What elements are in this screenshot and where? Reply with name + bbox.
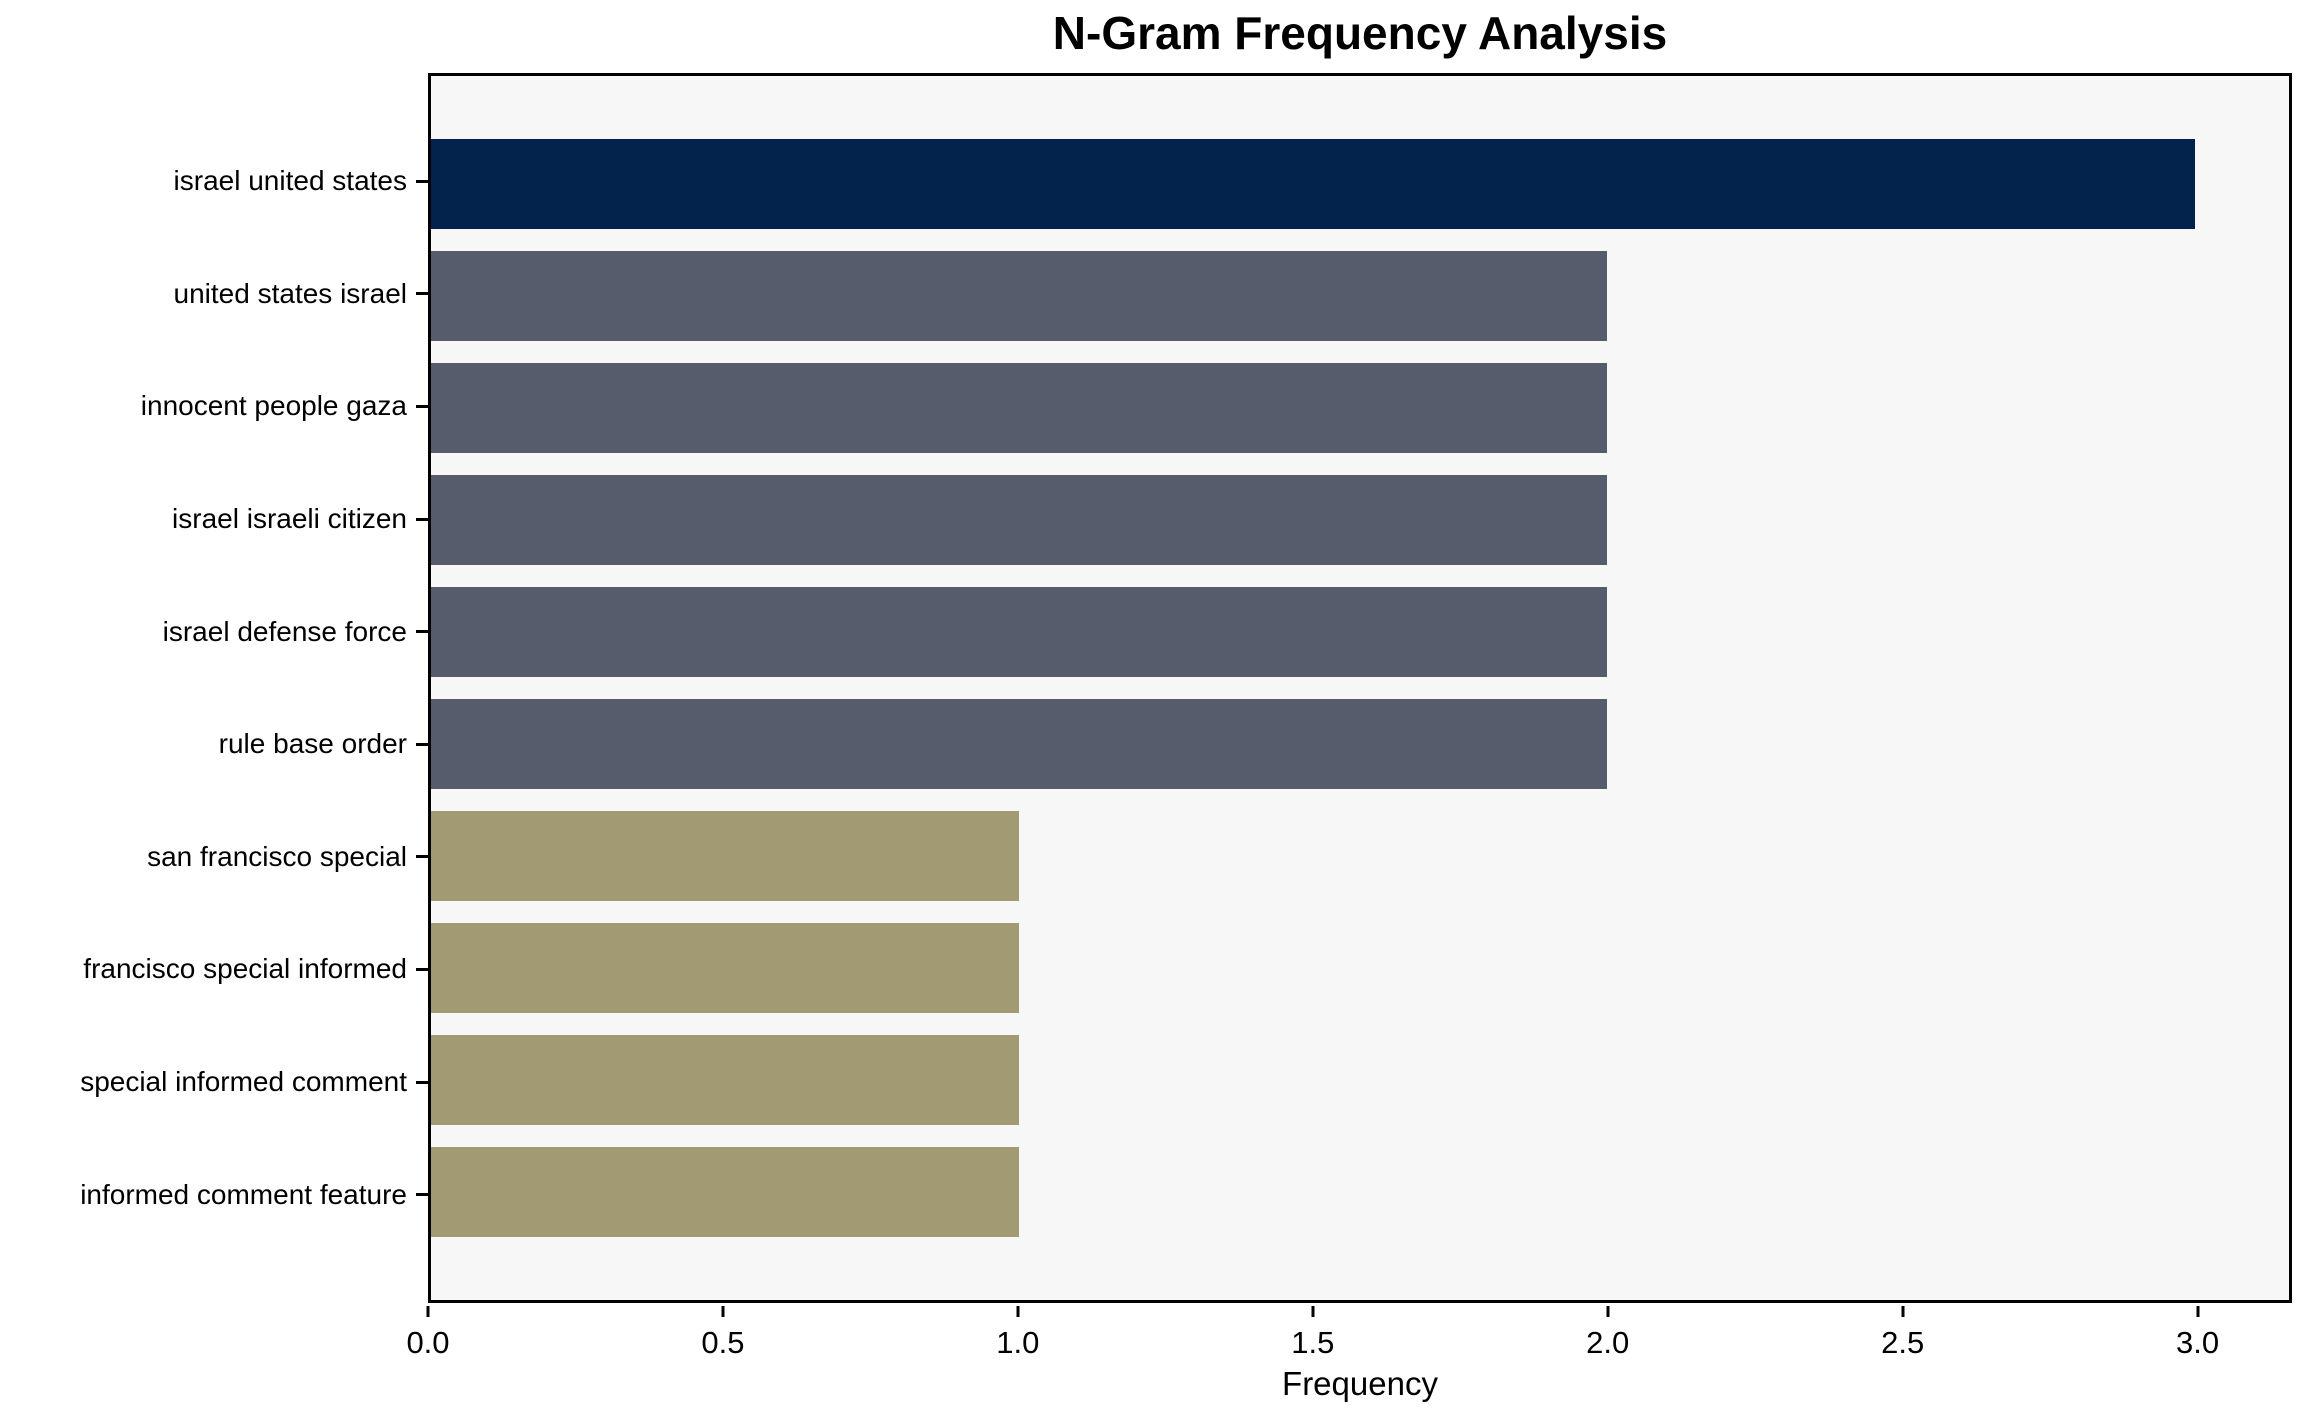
x-axis: 0.0 0.5 1.0 1.5 2.0 2.5 3.0 Frequency xyxy=(406,1303,2292,1413)
y-label-row: special informed comment xyxy=(0,1026,428,1139)
y-label-row: israel united states xyxy=(0,125,428,238)
y-tick-mark xyxy=(416,742,428,746)
y-tick-mark xyxy=(416,967,428,971)
bar xyxy=(431,923,1019,1013)
bar-row xyxy=(431,1136,2289,1248)
y-tick-label: israel defense force xyxy=(162,615,407,647)
chart-title: N-Gram Frequency Analysis xyxy=(1052,7,1668,59)
y-label-row: san francisco special xyxy=(0,801,428,914)
bar xyxy=(431,251,1607,341)
y-tick-mark xyxy=(416,1193,428,1197)
y-tick-label: san francisco special xyxy=(147,840,407,872)
y-tick-mark xyxy=(416,292,428,296)
y-tick-label: israel israeli citizen xyxy=(172,503,407,535)
bars-container xyxy=(431,128,2289,1248)
bar xyxy=(431,811,1019,901)
x-tick-label: 0.5 xyxy=(701,1325,745,1360)
bar xyxy=(431,139,2195,229)
bar xyxy=(431,699,1607,789)
y-label-row: innocent people gaza xyxy=(0,350,428,463)
y-tick-label: francisco special informed xyxy=(83,953,407,985)
y-tick-mark xyxy=(416,179,428,183)
y-tick-mark xyxy=(416,855,428,859)
y-tick-mark xyxy=(416,630,428,634)
x-tick-mark xyxy=(721,1306,725,1317)
x-tick-mark xyxy=(1311,1306,1315,1317)
x-tick-label: 2.5 xyxy=(1881,1325,1925,1360)
x-tick-label: 2.0 xyxy=(1586,1325,1630,1360)
x-tick-mark xyxy=(1016,1306,1020,1317)
x-tick-label: 3.0 xyxy=(2176,1325,2220,1360)
y-tick-label: informed comment feature xyxy=(80,1178,407,1210)
bar-row xyxy=(431,1024,2289,1136)
y-tick-label: israel united states xyxy=(173,165,407,197)
bar-row xyxy=(431,128,2289,240)
bar xyxy=(431,475,1607,565)
bar xyxy=(431,587,1607,677)
y-tick-label: innocent people gaza xyxy=(140,390,407,422)
y-tick-mark xyxy=(416,517,428,521)
x-tick-mark xyxy=(1606,1306,1610,1317)
y-tick-label: united states israel xyxy=(173,277,407,309)
y-tick-mark xyxy=(416,404,428,408)
bar-row xyxy=(431,912,2289,1024)
x-tick-mark xyxy=(1901,1306,1905,1317)
bar-row xyxy=(431,464,2289,576)
plot-area xyxy=(428,73,2292,1303)
y-label-row: informed comment feature xyxy=(0,1138,428,1251)
x-tick-label: 0.0 xyxy=(406,1325,450,1360)
y-label-row: israel israeli citizen xyxy=(0,463,428,576)
bar-row xyxy=(431,576,2289,688)
y-label-row: rule base order xyxy=(0,688,428,801)
y-label-row: francisco special informed xyxy=(0,913,428,1026)
bar-row xyxy=(431,240,2289,352)
bar xyxy=(431,363,1607,453)
x-tick-label: 1.5 xyxy=(1291,1325,1335,1360)
x-tick-mark xyxy=(426,1306,430,1317)
y-label-row: united states israel xyxy=(0,238,428,351)
bar xyxy=(431,1035,1019,1125)
x-axis-label: Frequency xyxy=(1282,1365,1438,1402)
y-tick-label: special informed comment xyxy=(80,1066,407,1098)
y-axis-labels: israel united states united states israel… xyxy=(0,125,428,1251)
bar xyxy=(431,1147,1019,1237)
bar-row xyxy=(431,688,2289,800)
bar-row xyxy=(431,800,2289,912)
y-label-row: israel defense force xyxy=(0,575,428,688)
y-tick-label: rule base order xyxy=(218,728,407,760)
y-tick-mark xyxy=(416,1080,428,1084)
bar-row xyxy=(431,352,2289,464)
x-tick-mark xyxy=(2196,1306,2200,1317)
x-tick-label: 1.0 xyxy=(996,1325,1040,1360)
